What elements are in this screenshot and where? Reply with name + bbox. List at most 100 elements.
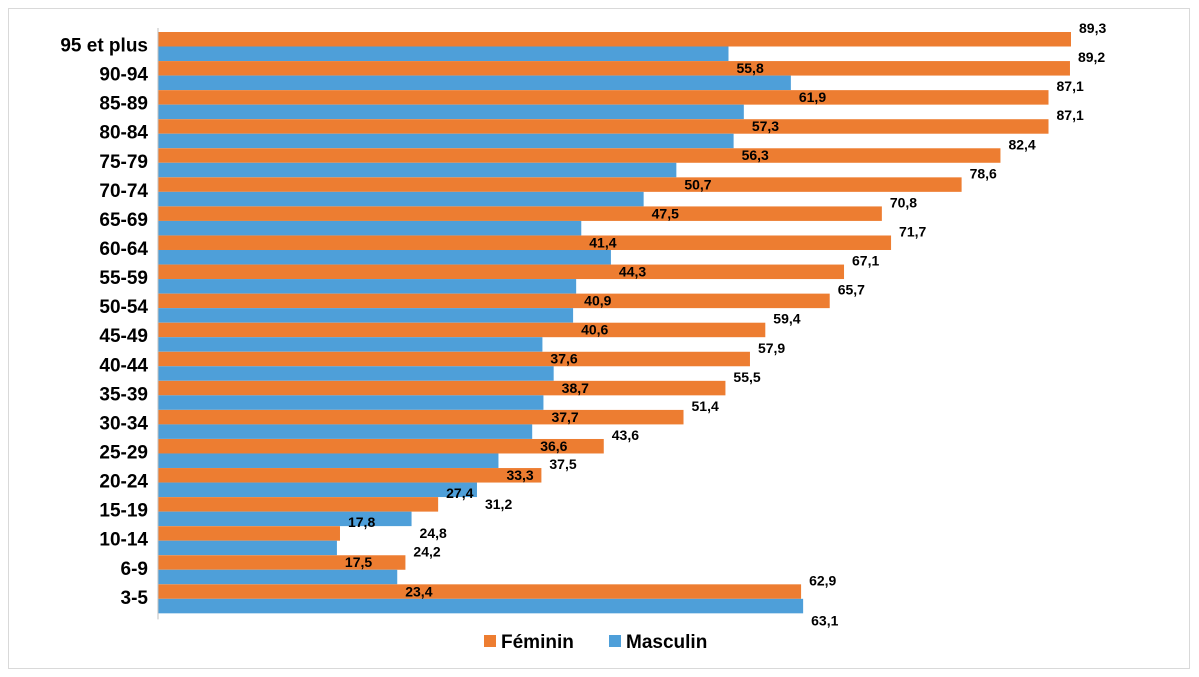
data-label: 24,8: [420, 525, 447, 541]
data-label: 55,5: [733, 369, 760, 385]
legend-swatch-feminin: [484, 635, 496, 647]
data-label: 65,7: [838, 282, 865, 298]
data-label: 51,4: [692, 398, 719, 414]
bar-feminin: [158, 351, 750, 367]
data-label: 56,3: [742, 147, 769, 163]
data-label: 27,4: [446, 485, 473, 501]
bar-feminin: [158, 497, 439, 512]
bar-feminin: [158, 293, 830, 309]
data-label: 17,5: [345, 554, 372, 570]
data-label: 23,4: [405, 583, 432, 599]
data-label: 89,3: [1079, 20, 1106, 36]
category-label: 75-79: [99, 152, 148, 173]
category-label: 95 et plus: [60, 36, 148, 57]
data-label: 47,5: [652, 205, 679, 221]
bar-masculin: [158, 308, 574, 323]
data-label: 37,5: [549, 456, 576, 472]
data-label: 37,6: [550, 351, 577, 367]
bar-feminin: [158, 90, 1049, 105]
bar-feminin: [158, 380, 726, 396]
data-label: 71,7: [899, 223, 926, 239]
category-label: 35-39: [99, 384, 148, 405]
bar-feminin: [158, 555, 406, 570]
bar-feminin: [158, 322, 766, 338]
bar-feminin: [158, 32, 1071, 47]
bar-chart: 95 et plus 89,3 55,8 90-94 89,2 61,9 85-89 87,1…: [60, 20, 1106, 653]
bar-masculin: [158, 191, 644, 207]
data-label: 57,9: [758, 340, 785, 356]
bar-masculin: [158, 540, 337, 556]
category-label: 15-19: [99, 501, 148, 522]
bar-feminin: [158, 61, 1070, 76]
data-label: 78,6: [970, 165, 997, 181]
category-label: 25-29: [99, 442, 148, 463]
data-label: 87,1: [1057, 107, 1084, 123]
labels-layer: 95 et plus 89,3 55,8 90-94 89,2 61,9 85-89 87,1…: [60, 20, 1106, 628]
bar-masculin: [158, 569, 398, 585]
data-label: 40,9: [584, 293, 611, 309]
legend-swatch-masculin: [609, 635, 621, 647]
bar-masculin: [158, 104, 744, 120]
bar-feminin: [158, 206, 882, 221]
data-label: 41,4: [589, 234, 616, 250]
bars-layer: [158, 32, 1071, 614]
category-label: 85-89: [99, 94, 148, 115]
bar-feminin: [158, 177, 962, 192]
category-label: 90-94: [99, 65, 148, 86]
bar-masculin: [158, 220, 582, 236]
data-label: 50,7: [684, 176, 711, 192]
bar-feminin: [158, 438, 604, 454]
bar-feminin: [158, 148, 1001, 163]
bar-feminin: [158, 526, 340, 541]
data-label: 57,3: [752, 118, 779, 134]
data-label: 55,8: [736, 60, 763, 76]
bar-masculin: [158, 395, 544, 410]
category-label: 45-49: [99, 326, 148, 347]
data-label: 82,4: [1008, 136, 1035, 152]
category-label: 70-74: [99, 181, 148, 202]
bar-masculin: [158, 46, 729, 61]
data-label: 87,1: [1057, 78, 1084, 94]
data-label: 36,6: [540, 438, 567, 454]
data-label: 33,3: [506, 467, 533, 483]
bar-feminin: [158, 264, 845, 280]
bar-masculin: [158, 249, 611, 265]
bar-masculin: [158, 366, 554, 381]
bar-masculin: [158, 453, 499, 468]
data-label: 38,7: [562, 380, 589, 396]
data-label: 40,6: [581, 322, 608, 338]
data-label: 59,4: [773, 311, 800, 327]
category-label: 55-59: [99, 268, 148, 289]
bar-masculin: [158, 133, 734, 149]
bar-masculin: [158, 162, 677, 178]
bar-masculin: [158, 337, 543, 352]
category-label: 40-44: [99, 355, 148, 376]
data-label: 37,7: [551, 409, 578, 425]
legend-label-masculin: Masculin: [626, 632, 707, 653]
data-label: 17,8: [348, 514, 375, 530]
legend-label-feminin: Féminin: [501, 632, 574, 653]
data-label: 61,9: [799, 89, 826, 105]
category-label: 60-64: [99, 239, 148, 260]
bar-feminin: [158, 584, 802, 599]
data-label: 70,8: [890, 194, 917, 210]
bar-masculin: [158, 598, 804, 614]
data-label: 89,2: [1078, 49, 1105, 65]
data-label: 63,1: [811, 612, 838, 628]
category-label: 20-24: [99, 472, 148, 493]
category-label: 3-5: [121, 588, 149, 609]
bar-feminin: [158, 235, 892, 250]
data-label: 44,3: [619, 263, 646, 279]
data-label: 62,9: [809, 572, 836, 588]
data-label: 67,1: [852, 253, 879, 269]
data-label: 24,2: [413, 543, 440, 559]
bar-feminin: [158, 119, 1049, 134]
bar-feminin: [158, 468, 542, 483]
bar-masculin: [158, 279, 577, 294]
bar-masculin: [158, 482, 477, 498]
category-label: 30-34: [99, 413, 148, 434]
category-label: 65-69: [99, 210, 148, 231]
category-label: 6-9: [121, 559, 148, 580]
category-label: 80-84: [99, 123, 148, 144]
bar-feminin: [158, 409, 684, 425]
